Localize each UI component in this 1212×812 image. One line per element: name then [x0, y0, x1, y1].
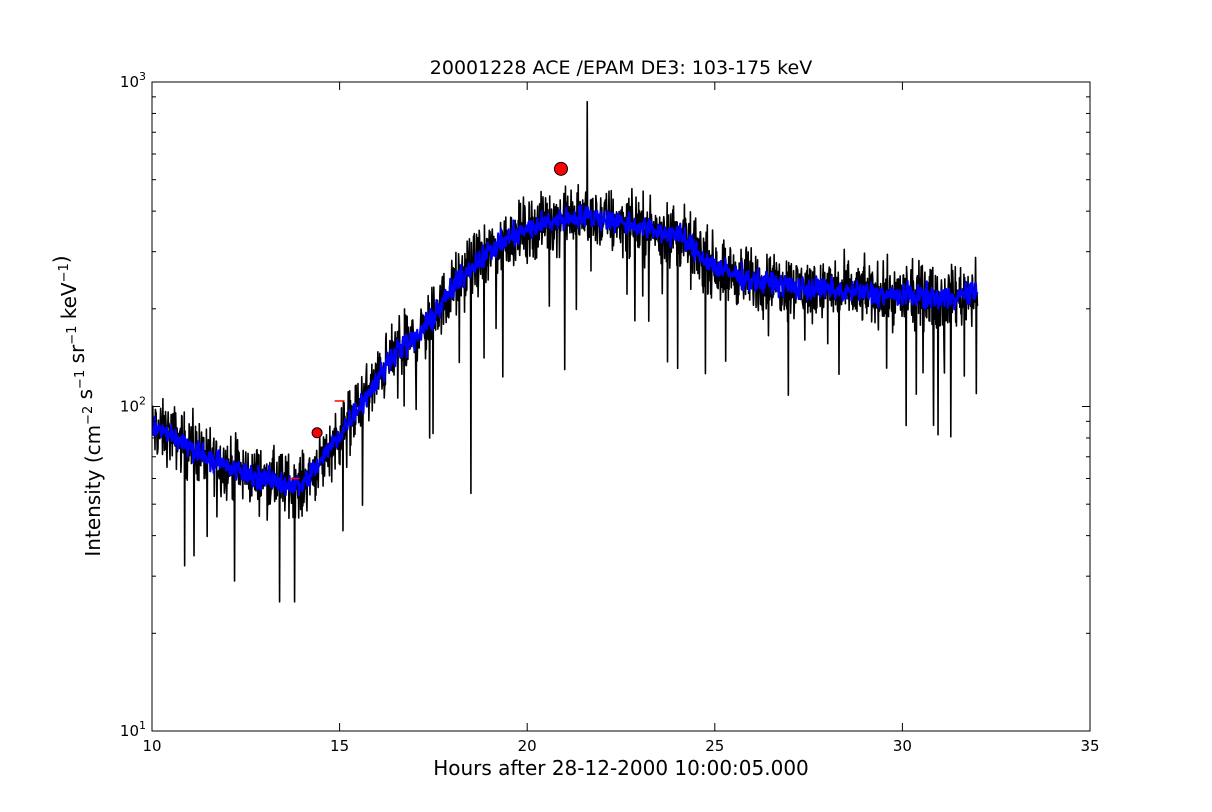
series-raw-line	[152, 100, 979, 603]
series-smoothed-line	[152, 204, 979, 497]
x-tick-label: 25	[705, 737, 724, 755]
chart-title: 20001228 ACE /EPAM DE3: 103-175 keV	[430, 57, 812, 79]
event-marker	[311, 427, 323, 439]
x-tick-label: 30	[893, 737, 912, 755]
x-axis-ticks: 10 15 20 25 30 35	[142, 82, 1100, 755]
plot-frame	[151, 81, 1091, 732]
y-tick-label: 103	[120, 70, 146, 91]
x-tick-label: 35	[1080, 737, 1099, 755]
y-axis-ticks: 101 102 103	[120, 70, 1090, 740]
y-axis-label: Intensity (cm−2 s−1 sr−1 keV−1)	[49, 255, 105, 556]
x-tick-label: 20	[518, 737, 537, 755]
plot-area	[152, 100, 979, 603]
event-marker	[553, 161, 568, 176]
x-tick-label: 15	[330, 737, 349, 755]
x-axis-label: Hours after 28-12-2000 10:00:05.000	[433, 756, 809, 780]
x-tick-label: 10	[142, 737, 161, 755]
y-tick-label: 102	[120, 395, 146, 416]
series-layer	[152, 100, 979, 603]
marker-layer	[289, 161, 568, 480]
y-tick-label: 101	[120, 719, 146, 740]
